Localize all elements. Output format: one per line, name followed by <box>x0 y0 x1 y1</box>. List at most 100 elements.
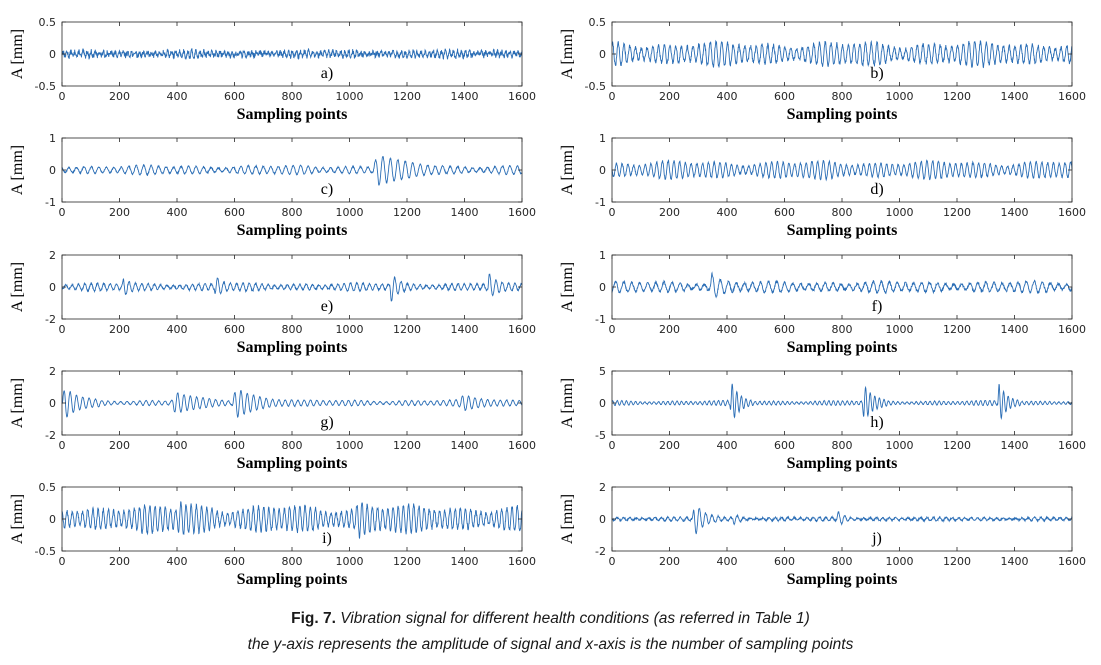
x-tick-label: 1400 <box>1001 439 1029 452</box>
x-tick-label: 1400 <box>1001 90 1029 103</box>
panel-label: g) <box>320 414 333 431</box>
signal-series-f <box>611 271 1073 299</box>
panel-b: 0 200 400 600 800 1000 1200 1400 1600-0.500.5b)S… <box>559 16 1086 123</box>
x-tick-label: 600 <box>774 90 795 103</box>
x-tick-label: 600 <box>774 439 795 452</box>
x-tick-label: 1000 <box>336 206 364 219</box>
y-axis-label: A [mm] <box>9 145 26 195</box>
x-tick-label: 200 <box>109 90 130 103</box>
x-tick-label: 600 <box>224 555 245 568</box>
panel-label: i) <box>322 530 332 547</box>
x-tick-label: 1600 <box>508 206 536 219</box>
x-tick-label: 0 <box>609 555 616 568</box>
x-tick-label: 1600 <box>1058 90 1086 103</box>
x-tick-label: 1200 <box>943 206 971 219</box>
x-tick-label: 1000 <box>886 555 914 568</box>
x-tick-label: 400 <box>167 323 188 336</box>
axes-frame <box>61 486 523 552</box>
panel-e: 0 200 400 600 800 1000 1200 1400 1600-202e)Sampl… <box>9 249 536 356</box>
x-axis-label: Sampling points <box>787 106 898 123</box>
panel-label: d) <box>870 181 883 198</box>
x-tick-label: 1600 <box>508 555 536 568</box>
x-tick-label: 1200 <box>393 90 421 103</box>
x-tick-label: 200 <box>659 206 680 219</box>
y-tick-label: -2 <box>45 429 56 442</box>
axes-frame <box>611 254 1073 320</box>
x-tick-label: 600 <box>224 90 245 103</box>
y-axis-label: A [mm] <box>559 262 576 312</box>
signal-series-e <box>61 273 523 302</box>
x-tick-label: 0 <box>59 439 66 452</box>
y-axis-label: A [mm] <box>559 145 576 195</box>
y-axis-label: A [mm] <box>9 262 26 312</box>
x-tick-label: 1400 <box>451 323 479 336</box>
x-axis-label: Sampling points <box>237 106 348 123</box>
y-tick-label: 1 <box>49 132 56 145</box>
panel-j: 0 200 400 600 800 1000 1200 1400 1600-202j)Sampl… <box>559 481 1086 588</box>
panel-label: a) <box>321 65 333 82</box>
x-tick-label: 0 <box>609 323 616 336</box>
x-tick-label: 1400 <box>1001 555 1029 568</box>
signal-series-h <box>611 383 1073 420</box>
x-tick-label: 200 <box>109 323 130 336</box>
x-tick-label: 0 <box>59 90 66 103</box>
x-tick-label: 400 <box>717 555 738 568</box>
x-axis-label: Sampling points <box>237 455 348 472</box>
panel-label: e) <box>321 298 333 315</box>
y-tick-label: 0 <box>599 48 606 61</box>
y-tick-label: 0 <box>49 513 56 526</box>
x-tick-label: 1400 <box>1001 323 1029 336</box>
axes-frame <box>611 370 1073 436</box>
y-tick-label: 2 <box>49 249 56 262</box>
x-axis-label: Sampling points <box>237 571 348 588</box>
y-tick-label: 0 <box>49 164 56 177</box>
x-tick-label: 600 <box>224 323 245 336</box>
panel-label: b) <box>870 65 883 82</box>
y-tick-label: 0 <box>49 397 56 410</box>
figure-caption-line1: Fig. 7. Vibration signal for different h… <box>0 610 1101 628</box>
y-tick-label: -1 <box>595 313 606 326</box>
x-tick-label: 800 <box>282 206 303 219</box>
x-tick-label: 200 <box>659 90 680 103</box>
panel-label: h) <box>870 414 883 431</box>
x-tick-label: 400 <box>717 206 738 219</box>
x-tick-label: 600 <box>224 206 245 219</box>
y-tick-label: -2 <box>595 545 606 558</box>
y-tick-label: -2 <box>45 313 56 326</box>
x-tick-label: 1600 <box>508 323 536 336</box>
x-tick-label: 1200 <box>943 90 971 103</box>
x-axis-label: Sampling points <box>787 222 898 239</box>
y-tick-label: -1 <box>45 196 56 209</box>
x-tick-label: 400 <box>717 439 738 452</box>
x-tick-label: 0 <box>59 206 66 219</box>
y-tick-label: -5 <box>595 429 606 442</box>
x-tick-label: 1400 <box>451 439 479 452</box>
y-axis-label: A [mm] <box>9 29 26 79</box>
x-tick-label: 400 <box>167 90 188 103</box>
y-tick-label: 1 <box>599 249 606 262</box>
x-tick-label: 800 <box>832 206 853 219</box>
x-tick-label: 1200 <box>943 323 971 336</box>
y-tick-label: 1 <box>599 132 606 145</box>
y-tick-label: -1 <box>595 196 606 209</box>
panel-label: c) <box>321 181 333 198</box>
x-tick-label: 1200 <box>393 323 421 336</box>
x-tick-label: 1600 <box>508 90 536 103</box>
signal-series-a <box>61 47 523 61</box>
x-tick-label: 600 <box>224 439 245 452</box>
x-tick-label: 1600 <box>1058 206 1086 219</box>
x-tick-label: 200 <box>109 555 130 568</box>
x-tick-label: 1600 <box>1058 555 1086 568</box>
x-axis-label: Sampling points <box>787 571 898 588</box>
x-tick-label: 400 <box>717 90 738 103</box>
signal-series-i <box>61 501 523 540</box>
x-axis-label: Sampling points <box>237 339 348 356</box>
y-tick-label: 0 <box>49 48 56 61</box>
x-tick-label: 1400 <box>1001 206 1029 219</box>
y-tick-label: 2 <box>599 481 606 494</box>
panel-label: f) <box>872 298 883 315</box>
axes-frame <box>611 486 1073 552</box>
y-tick-label: 0.5 <box>39 481 57 494</box>
panel-label: j) <box>871 530 882 547</box>
x-tick-label: 400 <box>167 439 188 452</box>
